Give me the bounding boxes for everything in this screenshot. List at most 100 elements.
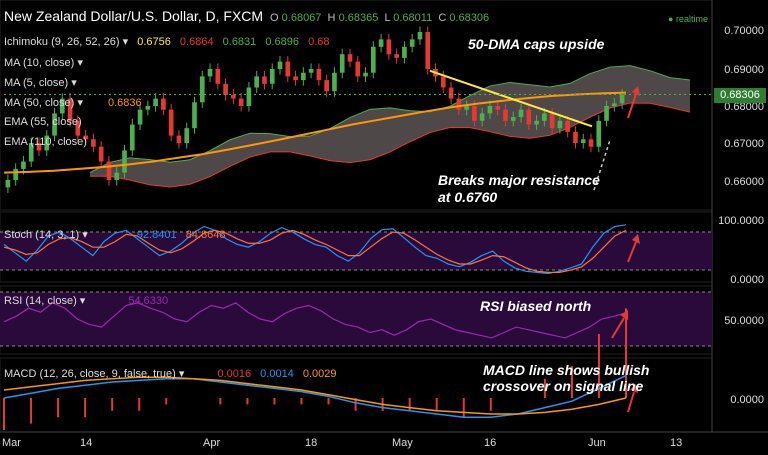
ma50-value: 0.6836	[107, 97, 142, 109]
candle-body	[573, 131, 578, 143]
candle-body	[542, 113, 547, 121]
candle-body	[472, 106, 477, 121]
candle-body	[324, 80, 329, 92]
stoch-arrow	[627, 241, 637, 263]
candle-body	[557, 120, 563, 129]
candle-body	[199, 76, 205, 103]
macd-tick-0: 0.0000	[730, 394, 764, 406]
candle-body	[619, 94, 625, 104]
legend-ma10[interactable]: MA (10, close) ▾	[4, 57, 83, 69]
candle-body	[137, 109, 143, 125]
candle-body	[269, 69, 275, 84]
ma10-label: MA (10, close)	[4, 57, 75, 69]
macd-signal-line	[3, 376, 627, 415]
candle-body	[596, 120, 602, 147]
legend-rsi[interactable]: RSI (14, close) ▾ 54.6330	[4, 295, 169, 307]
legend-ema55[interactable]: EMA (55, close)	[4, 116, 82, 128]
rsi-band	[0, 292, 712, 346]
candle-body	[565, 120, 571, 132]
stoch-d-value: 84.8648	[185, 229, 226, 241]
macd-arrow-head	[630, 384, 638, 393]
ohlc-close: 0.68306	[449, 12, 490, 24]
candle-body	[293, 76, 298, 81]
price-arrow	[627, 93, 637, 119]
candle-body	[370, 46, 376, 73]
stoch-k-line	[3, 224, 627, 275]
x-tick-0: Mar	[2, 437, 21, 449]
ohlc-high: 0.68365	[338, 12, 379, 24]
resistance-trendline	[429, 69, 593, 128]
rsi-tick-50: 50.0000	[724, 315, 764, 327]
ohlc-low: 0.68011	[393, 12, 433, 24]
ema55-label: EMA (55, close)	[4, 116, 82, 128]
candle-body	[503, 109, 508, 121]
candle-body	[378, 39, 384, 47]
price-tick-4: 0.66000	[724, 176, 764, 188]
price-arrow-head	[632, 86, 640, 96]
candle-body	[440, 76, 446, 88]
x-tick-7: 13	[670, 437, 683, 449]
macd-hist-value: 0.0016	[217, 368, 252, 380]
macd-signal-value: 0.0029	[302, 368, 337, 380]
candle-body	[67, 98, 73, 121]
candle-body	[161, 98, 166, 110]
annotation-50dma: 50-DMA caps upside	[468, 36, 605, 52]
macd-line	[3, 374, 627, 418]
legend-ichimoku[interactable]: Ichimoku (9, 26, 52, 26) ▾ 0.6756 0.6864…	[4, 36, 330, 48]
macd-arrow	[627, 391, 635, 413]
annotation-macd-line2: crossover on signal line	[483, 378, 644, 394]
stoch-band	[0, 232, 712, 270]
candle-body	[44, 135, 50, 151]
candle-body	[153, 98, 158, 106]
stoch-arrow-head	[632, 234, 640, 244]
ichimoku-span-a	[89, 65, 691, 174]
candle-body	[402, 46, 407, 58]
candle-body	[184, 128, 190, 143]
candle-body	[52, 113, 57, 136]
candle-body	[238, 98, 244, 106]
candle-body	[176, 135, 182, 143]
candle-body	[417, 32, 423, 40]
stoch-tick-0: 0.0000	[730, 274, 764, 286]
legend-ma5[interactable]: MA (5, close) ▾	[4, 77, 77, 89]
ichimoku-v0: 0.6756	[137, 36, 171, 48]
candle-body	[394, 54, 399, 58]
ichimoku-v2: 0.6831	[222, 36, 257, 48]
legend-stoch[interactable]: Stoch (14, 3, 1) ▾ 92.8401 84.8648	[4, 229, 226, 241]
annotation-macd-line1: MACD line shows bullish	[483, 362, 650, 378]
legend-ema110[interactable]: EMA (110, close)	[4, 136, 87, 148]
price-tick-0: 0.70000	[724, 25, 764, 37]
ohlc-low-key: L	[384, 12, 391, 24]
candle-body	[495, 106, 501, 110]
candle-body	[262, 76, 267, 84]
stoch-d-line	[3, 229, 627, 273]
candle-body	[456, 98, 462, 110]
ichimoku-v1: 0.6864	[179, 36, 214, 48]
annotation-breaks-line2: at 0.6760	[438, 189, 498, 205]
candle-body	[129, 124, 135, 151]
stoch-k-value: 92.8401	[136, 229, 177, 241]
candle-body	[246, 87, 252, 106]
candle-body	[604, 106, 609, 121]
legend-ma50[interactable]: MA (50, close) ▾ 0.6836	[4, 97, 142, 109]
ohlc-readout: O 0.68067 H 0.68365 L 0.68011 C 0.68306	[267, 12, 489, 24]
candle-body	[534, 120, 539, 125]
ma50-label: MA (50, close)	[4, 97, 75, 109]
candle-body	[332, 72, 337, 92]
ohlc-high-key: H	[327, 12, 336, 24]
macd-label: MACD (12, 26, close, 9, false, true)	[4, 368, 176, 380]
candle-body	[425, 32, 431, 69]
candle-body	[83, 135, 88, 140]
candle-body	[409, 39, 415, 47]
candle-body	[612, 103, 617, 106]
price-tick-3: 0.67000	[724, 138, 764, 150]
legend-macd[interactable]: MACD (12, 26, close, 9, false, true) ▾ 0…	[4, 368, 337, 380]
realtime-badge: ● realtime	[668, 14, 708, 24]
candle-body	[5, 180, 11, 188]
annotation-breaks-line1: Breaks major resistance	[438, 172, 600, 188]
x-tick-6: Jun	[588, 437, 606, 449]
candle-body	[588, 139, 594, 147]
chart-header: New Zealand Dollar/U.S. Dollar, D, FXCM …	[4, 8, 489, 24]
candle-body	[114, 172, 120, 180]
